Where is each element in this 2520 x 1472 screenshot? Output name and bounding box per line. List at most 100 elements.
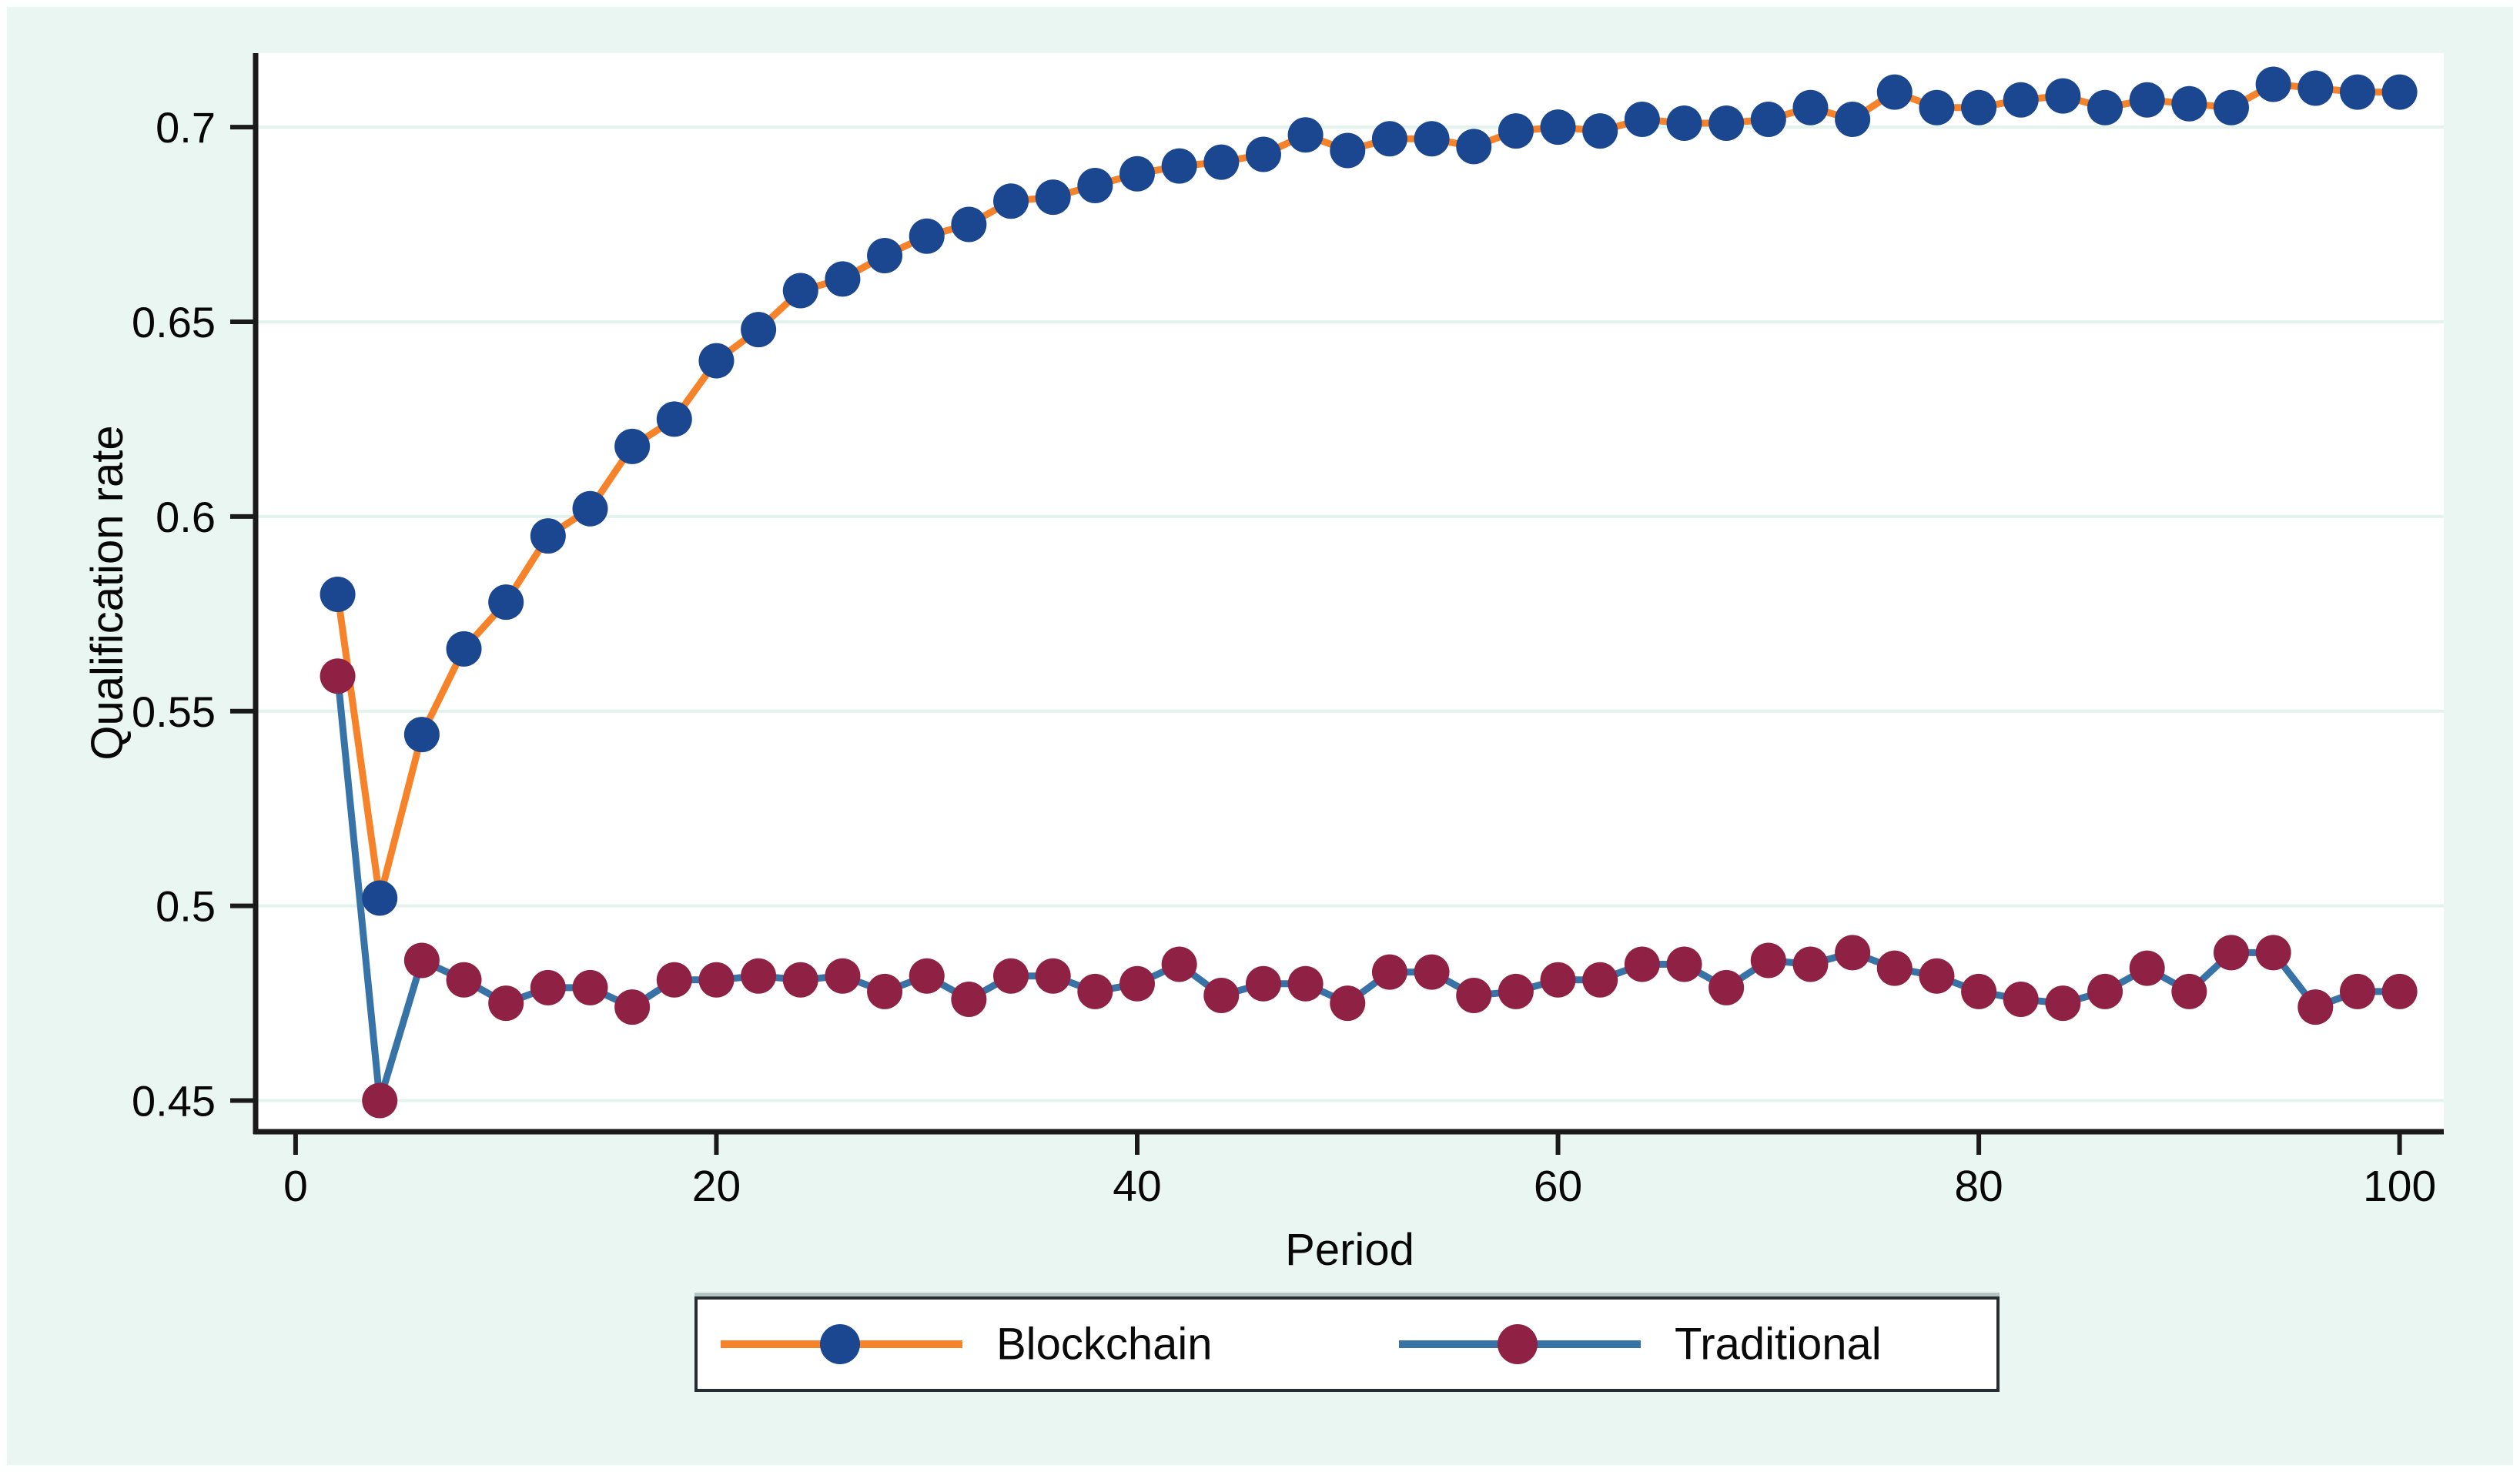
y-tick-label: 0.5: [156, 882, 216, 931]
legend-box: Blockchain Traditional: [694, 1296, 2000, 1392]
blockchain-marker: [782, 273, 818, 309]
traditional-marker: [2171, 973, 2207, 1009]
blockchain-marker: [1708, 105, 1745, 142]
blockchain-marker: [698, 343, 735, 379]
blockchain-marker: [2045, 78, 2081, 114]
blockchain-marker: [951, 206, 987, 243]
x-tick-label: 80: [1954, 1162, 2003, 1211]
blockchain-marker: [1624, 101, 1660, 137]
blockchain-marker: [1666, 105, 1702, 142]
x-tick-label: 40: [1113, 1162, 1161, 1211]
blockchain-marker: [741, 312, 777, 348]
blockchain-marker: [614, 428, 651, 464]
traditional-marker: [2339, 973, 2375, 1009]
traditional-marker: [1750, 942, 1786, 979]
traditional-marker: [446, 962, 482, 998]
blockchain-marker: [2297, 70, 2334, 106]
blockchain-marker: [1456, 129, 1492, 165]
traditional-marker: [2003, 982, 2039, 1018]
blockchain-marker: [1919, 89, 1955, 125]
x-tick-label: 20: [692, 1162, 741, 1211]
blockchain-marker: [1077, 167, 1113, 203]
blockchain-marker: [2087, 89, 2123, 125]
blockchain-marker: [1245, 136, 1281, 172]
traditional-marker: [2045, 985, 2081, 1022]
blockchain-marker: [1498, 113, 1534, 149]
blockchain-marker: [867, 238, 903, 274]
plot-background: [256, 53, 2444, 1132]
blockchain-legend-marker-icon: [820, 1324, 860, 1364]
traditional-marker: [782, 962, 818, 998]
traditional-marker: [1330, 985, 1366, 1022]
traditional-marker: [1035, 958, 1071, 994]
traditional-marker: [656, 962, 692, 998]
traditional-marker: [1077, 973, 1113, 1009]
blockchain-legend-label: Blockchain: [996, 1319, 1213, 1370]
traditional-marker: [320, 658, 356, 694]
traditional-marker: [572, 969, 608, 1005]
x-tick-label: 100: [2363, 1162, 2436, 1211]
blockchain-marker: [1287, 117, 1324, 153]
traditional-marker: [1414, 954, 1450, 990]
traditional-marker: [1498, 973, 1534, 1009]
traditional-marker: [1919, 958, 1955, 994]
traditional-marker: [825, 958, 861, 994]
blockchain-marker: [572, 490, 608, 527]
blockchain-marker: [320, 577, 356, 613]
traditional-marker: [2129, 950, 2165, 986]
traditional-marker: [1371, 954, 1407, 990]
blockchain-marker: [909, 218, 945, 254]
traditional-marker: [2297, 989, 2334, 1025]
traditional-marker: [488, 985, 524, 1022]
y-tick-label: 0.55: [132, 687, 216, 736]
traditional-marker: [698, 962, 735, 998]
blockchain-marker: [1035, 179, 1071, 216]
traditional-marker: [1666, 946, 1702, 982]
blockchain-marker: [1414, 121, 1450, 157]
traditional-marker: [1792, 946, 1829, 982]
traditional-legend-label: Traditional: [1675, 1319, 1882, 1370]
blockchain-marker: [403, 717, 440, 753]
traditional-legend-marker-icon: [1498, 1324, 1538, 1364]
traditional-marker: [1708, 969, 1745, 1005]
traditional-marker: [1456, 977, 1492, 1013]
traditional-marker: [1203, 977, 1240, 1013]
traditional-marker: [741, 958, 777, 994]
blockchain-marker: [2003, 82, 2039, 118]
traditional-marker: [1245, 965, 1281, 1002]
traditional-marker: [867, 973, 903, 1009]
blockchain-marker: [1876, 74, 1913, 110]
blockchain-marker: [1330, 132, 1366, 169]
traditional-marker: [1582, 962, 1618, 998]
x-axis-title: Period: [1285, 1225, 1414, 1275]
traditional-marker: [614, 989, 651, 1025]
blockchain-marker: [1371, 121, 1407, 157]
traditional-marker: [2381, 973, 2418, 1009]
blockchain-marker: [1161, 148, 1197, 184]
blockchain-marker: [2213, 89, 2249, 125]
blockchain-marker: [2255, 66, 2291, 102]
blockchain-marker: [1835, 101, 1871, 137]
y-tick-label: 0.45: [132, 1077, 216, 1126]
blockchain-marker: [1119, 156, 1155, 192]
traditional-marker: [1161, 946, 1197, 982]
blockchain-marker: [488, 584, 524, 621]
traditional-marker: [1287, 965, 1324, 1002]
blockchain-marker: [1750, 101, 1786, 137]
blockchain-marker: [2339, 74, 2375, 110]
blockchain-marker: [993, 183, 1029, 219]
y-tick-label: 0.7: [156, 103, 216, 152]
traditional-marker: [1540, 962, 1576, 998]
traditional-marker: [993, 958, 1029, 994]
traditional-marker: [951, 982, 987, 1018]
blockchain-marker: [825, 261, 861, 297]
x-tick-label: 60: [1534, 1162, 1582, 1211]
traditional-marker: [909, 958, 945, 994]
traditional-marker: [530, 969, 566, 1005]
traditional-marker: [1624, 946, 1660, 982]
traditional-marker: [1119, 965, 1155, 1002]
blockchain-marker: [656, 401, 692, 437]
traditional-marker: [403, 942, 440, 979]
